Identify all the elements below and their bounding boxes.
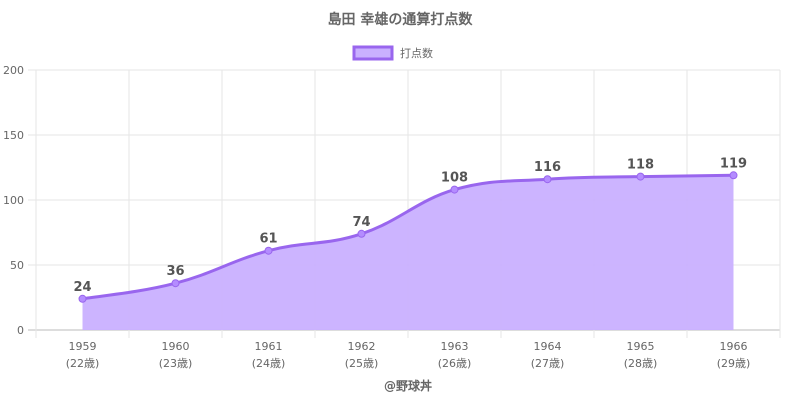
x-tick-label: 1959 bbox=[69, 340, 97, 353]
data-point[interactable] bbox=[78, 294, 87, 303]
legend[interactable]: 打点数 bbox=[352, 45, 433, 61]
data-point[interactable] bbox=[636, 172, 645, 181]
y-tick-label: 200 bbox=[3, 64, 24, 77]
data-label: 118 bbox=[627, 158, 654, 173]
series-line bbox=[82, 173, 734, 301]
x-tick-label: 1966 bbox=[720, 340, 748, 353]
y-axis: 0 50 100 150 200 bbox=[3, 64, 24, 337]
y-tick-label: 50 bbox=[10, 259, 24, 272]
x-tick-label: 1963 bbox=[441, 340, 469, 353]
x-tick-sublabel: (24歳) bbox=[252, 357, 286, 370]
legend-label: 打点数 bbox=[400, 46, 433, 60]
x-tick-label: 1964 bbox=[534, 340, 562, 353]
data-label: 116 bbox=[534, 160, 561, 175]
x-tick-sublabel: (28歳) bbox=[624, 357, 658, 370]
data-label: 108 bbox=[441, 171, 468, 186]
data-point[interactable] bbox=[543, 175, 552, 184]
x-tick-sublabel: (27歳) bbox=[531, 357, 565, 370]
data-point[interactable] bbox=[357, 229, 366, 238]
data-label: 74 bbox=[352, 215, 370, 230]
data-label: 24 bbox=[73, 280, 91, 295]
y-tick-label: 0 bbox=[17, 324, 24, 337]
data-point[interactable] bbox=[729, 171, 738, 180]
x-tick-sublabel: (25歳) bbox=[345, 357, 379, 370]
data-label: 36 bbox=[166, 264, 184, 279]
x-tick-sublabel: (29歳) bbox=[717, 357, 751, 370]
x-tick-label: 1962 bbox=[348, 340, 376, 353]
chart-title: 島田 幸雄の通算打点数 bbox=[328, 11, 474, 28]
x-axis: 1959 (22歳) 1960 (23歳) 1961 (24歳) 1962 (25歳) 1963… bbox=[66, 340, 751, 370]
data-point[interactable] bbox=[171, 279, 180, 288]
data-point[interactable] bbox=[264, 246, 273, 255]
data-label: 119 bbox=[720, 156, 747, 171]
x-tick-label: 1960 bbox=[162, 340, 190, 353]
series-area bbox=[82, 175, 734, 330]
y-tick-label: 150 bbox=[3, 129, 24, 142]
plot-area bbox=[78, 171, 738, 330]
credit-text: @野球丼 bbox=[384, 378, 432, 393]
legend-swatch bbox=[352, 45, 394, 61]
x-tick-label: 1965 bbox=[627, 340, 655, 353]
x-tick-sublabel: (26歳) bbox=[438, 357, 472, 370]
x-tick-label: 1961 bbox=[255, 340, 283, 353]
data-label: 61 bbox=[259, 232, 277, 247]
y-tick-label: 100 bbox=[3, 194, 24, 207]
data-point[interactable] bbox=[450, 185, 459, 194]
x-tick-sublabel: (22歳) bbox=[66, 357, 100, 370]
x-tick-sublabel: (23歳) bbox=[159, 357, 193, 370]
data-labels: 24 36 61 74 108 116 118 119 bbox=[73, 156, 747, 294]
